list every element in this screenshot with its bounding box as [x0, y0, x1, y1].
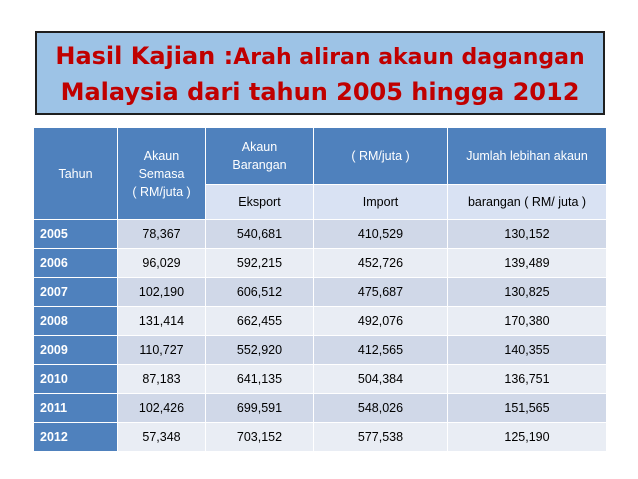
cell-semasa: 87,183 [117, 364, 206, 394]
table-row: 2005 78,367 540,681 410,529 130,152 [33, 219, 607, 249]
cell-semasa: 78,367 [117, 219, 206, 249]
table-row: 2011 102,426 699,591 548,026 151,565 [33, 393, 607, 423]
cell-lebihan: 130,825 [447, 277, 607, 307]
cell-import: 452,726 [313, 248, 448, 278]
table-row: 2010 87,183 641,135 504,384 136,751 [33, 364, 607, 394]
table-row: 2008 131,414 662,455 492,076 170,380 [33, 306, 607, 336]
cell-lebihan: 139,489 [447, 248, 607, 278]
header-semasa-line2: Semasa [138, 166, 185, 181]
cell-import: 492,076 [313, 306, 448, 336]
cell-eksport: 552,920 [205, 335, 314, 365]
cell-semasa: 102,426 [117, 393, 206, 423]
cell-year: 2007 [33, 277, 118, 307]
header-barangan-line2: Barangan [232, 158, 287, 172]
cell-lebihan: 125,190 [447, 422, 607, 452]
header-jumlah-lebihan: Jumlah lebihan akaun [447, 127, 607, 185]
header-barangan-line1: Akaun [241, 140, 278, 154]
subheader-import: Import [313, 184, 448, 220]
cell-import: 548,026 [313, 393, 448, 423]
cell-import: 475,687 [313, 277, 448, 307]
cell-lebihan: 130,152 [447, 219, 607, 249]
cell-year: 2009 [33, 335, 118, 365]
header-semasa-line1: Akaun [143, 148, 180, 163]
cell-eksport: 540,681 [205, 219, 314, 249]
header-akaun-semasa: Akaun Semasa ( RM/juta ) [117, 127, 206, 220]
header-semasa-line3: ( RM/juta ) [132, 184, 191, 199]
slide-title: Hasil Kajian :Arah aliran akaun dagangan… [35, 31, 605, 115]
cell-semasa: 57,348 [117, 422, 206, 452]
cell-eksport: 703,152 [205, 422, 314, 452]
cell-import: 410,529 [313, 219, 448, 249]
cell-lebihan: 170,380 [447, 306, 607, 336]
cell-semasa: 96,029 [117, 248, 206, 278]
table-row: 2006 96,029 592,215 452,726 139,489 [33, 248, 607, 278]
header-tahun: Tahun [33, 127, 118, 220]
cell-eksport: 641,135 [205, 364, 314, 394]
cell-semasa: 110,727 [117, 335, 206, 365]
table-row: 2009 110,727 552,920 412,565 140,355 [33, 335, 607, 365]
cell-import: 577,538 [313, 422, 448, 452]
cell-lebihan: 151,565 [447, 393, 607, 423]
cell-semasa: 102,190 [117, 277, 206, 307]
trade-account-table: Tahun Akaun Semasa ( RM/juta ) Akaun Bar… [33, 127, 607, 452]
cell-year: 2010 [33, 364, 118, 394]
subheader-lebihan: barangan ( RM/ juta ) [447, 184, 607, 220]
cell-eksport: 606,512 [205, 277, 314, 307]
title-bold-part: Hasil Kajian : [55, 42, 234, 70]
table-row: 2007 102,190 606,512 475,687 130,825 [33, 277, 607, 307]
cell-year: 2005 [33, 219, 118, 249]
cell-semasa: 131,414 [117, 306, 206, 336]
cell-import: 504,384 [313, 364, 448, 394]
cell-eksport: 592,215 [205, 248, 314, 278]
header-akaun-barangan: Akaun Barangan [205, 127, 314, 185]
cell-year: 2008 [33, 306, 118, 336]
cell-eksport: 699,591 [205, 393, 314, 423]
subheader-eksport: Eksport [205, 184, 314, 220]
cell-lebihan: 140,355 [447, 335, 607, 365]
table-row: 2012 57,348 703,152 577,538 125,190 [33, 422, 607, 452]
title-rest-part: Arah aliran akaun dagangan [233, 45, 585, 70]
cell-year: 2011 [33, 393, 118, 423]
cell-eksport: 662,455 [205, 306, 314, 336]
header-rm-juta: ( RM/juta ) [313, 127, 448, 185]
title-line-1: Hasil Kajian :Arah aliran akaun dagangan [37, 41, 603, 73]
title-line-2: Malaysia dari tahun 2005 hingga 2012 [60, 78, 580, 106]
cell-lebihan: 136,751 [447, 364, 607, 394]
cell-year: 2006 [33, 248, 118, 278]
cell-year: 2012 [33, 422, 118, 452]
cell-import: 412,565 [313, 335, 448, 365]
